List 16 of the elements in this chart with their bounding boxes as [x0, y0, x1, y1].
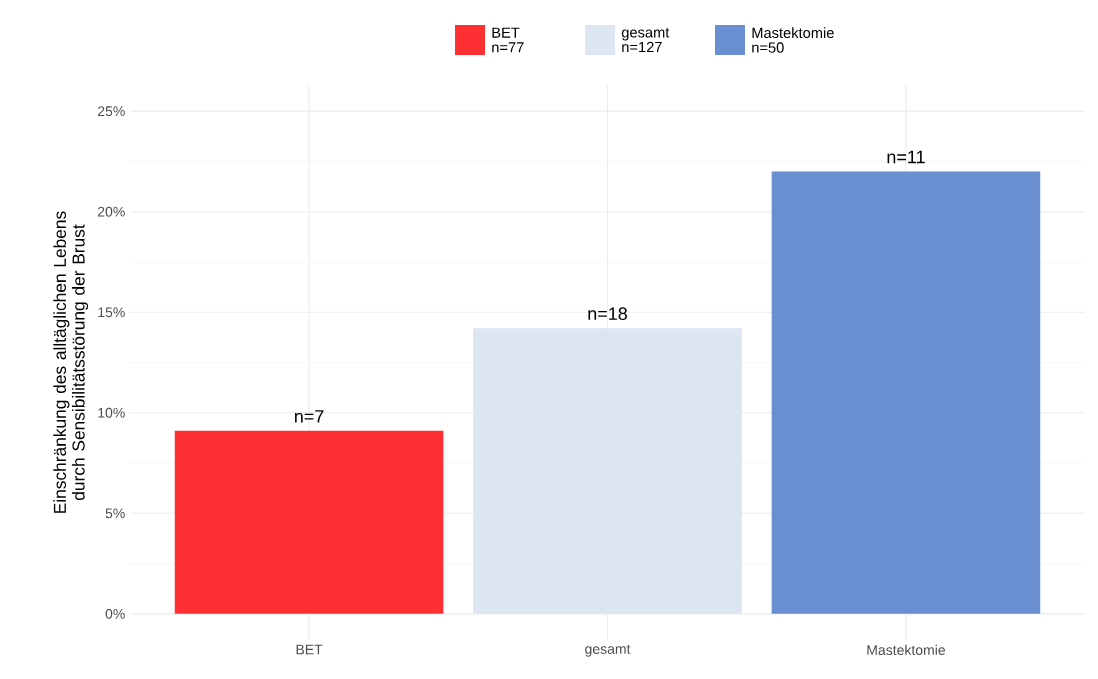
y-tick-label: 0% [105, 608, 125, 619]
y-axis-title: Einschränkung des alltäglichen Lebens durch Sensibilitätsstörung der Brust [53, 211, 89, 513]
x-tick-label: Mastektomie [867, 644, 945, 655]
legend-label: gesamt n=127 [621, 27, 670, 53]
legend-label: BET n=77 [492, 27, 524, 53]
annotation: n=11 [887, 150, 925, 164]
y-tick-label: 5% [105, 508, 125, 519]
x-tick-label: gesamt [585, 644, 631, 657]
annotation: n=18 [588, 307, 627, 321]
annotation: n=7 [295, 410, 324, 423]
legend-label: Mastektomie n=50 [752, 27, 834, 53]
y-tick-label: 25% [97, 106, 125, 117]
y-tick-label: 15% [98, 307, 125, 318]
y-tick-label: 10% [98, 407, 125, 418]
y-tick-label: 20% [97, 206, 125, 217]
x-tick-label: BET [296, 644, 323, 655]
